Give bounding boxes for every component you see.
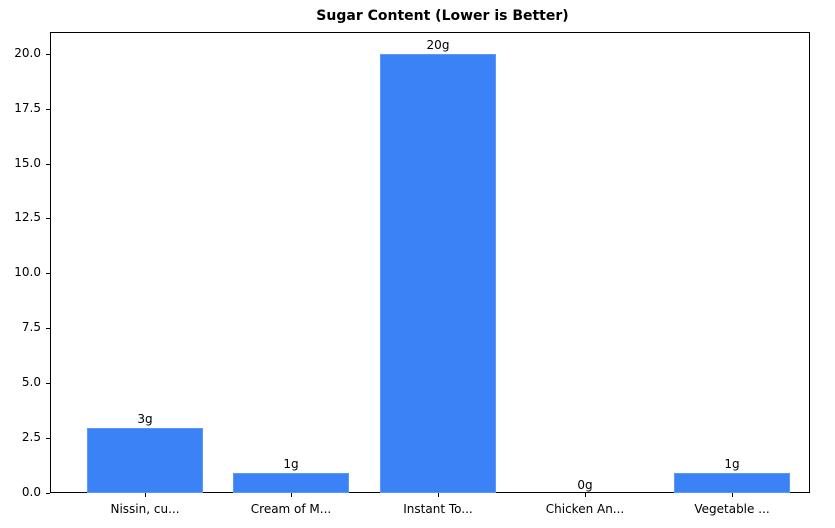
value-label-vegetable: 1g [724,457,740,471]
x-tick-4 [732,493,733,497]
value-label-chicken-an: 0g [577,478,593,492]
x-label-nissin: Nissin, cu... [110,502,180,516]
bar-instant-to [380,54,496,493]
bar-vegetable [674,473,790,493]
x-tick-0 [145,493,146,497]
value-label-cream-of-m: 1g [283,457,299,471]
chart-title: Sugar Content (Lower is Better) [316,8,569,24]
x-label-cream-of-m: Cream of M... [250,502,332,516]
x-tick-2 [438,493,439,497]
value-label-instant-to: 20g [426,38,450,52]
x-label-chicken-an: Chicken An... [545,502,625,516]
x-label-vegetable: Vegetable ... [694,502,770,516]
value-label-nissin: 3g [137,412,153,426]
bar-nissin [87,428,203,493]
x-label-instant-to: Instant To... [403,502,473,516]
x-tick-1 [291,493,292,497]
x-tick-3 [585,493,586,497]
bar-cream-of-m [233,473,349,493]
